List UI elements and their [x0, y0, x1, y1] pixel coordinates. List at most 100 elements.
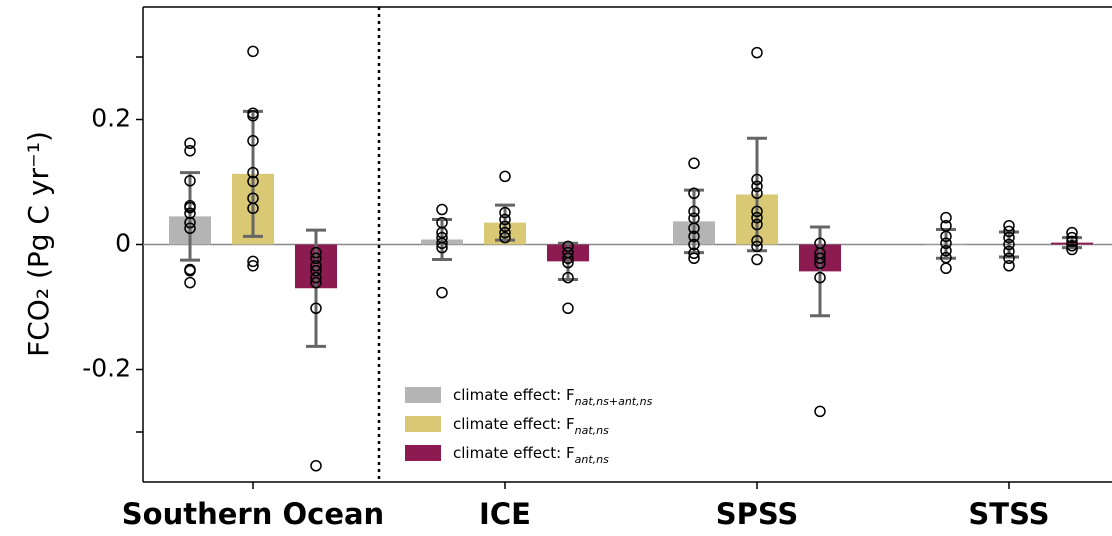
sample-point — [688, 157, 700, 169]
sample-point — [814, 252, 826, 264]
sample-point — [751, 218, 763, 231]
sample-point — [310, 260, 322, 272]
sample-point — [562, 271, 574, 284]
sample-point — [1066, 226, 1078, 239]
sample-point — [688, 187, 700, 199]
legend-swatch — [405, 387, 441, 403]
sample-point — [1003, 238, 1015, 251]
sample-point — [184, 276, 196, 289]
sample-point — [247, 135, 259, 147]
error-bar — [810, 225, 830, 318]
sample-point — [1003, 252, 1015, 264]
sample-point — [562, 252, 574, 264]
legend-label: climate effect: Fant,ns — [453, 444, 609, 466]
sample-point — [310, 271, 322, 284]
sample-point — [310, 276, 322, 289]
error-bar — [495, 203, 515, 242]
sample-point — [940, 262, 952, 274]
sample-point — [436, 286, 448, 299]
sample-point — [499, 206, 511, 219]
sample-point — [688, 230, 700, 243]
sample-point — [247, 175, 259, 188]
sample-point — [688, 205, 700, 218]
sample-point — [310, 246, 322, 259]
error-bar — [936, 228, 956, 260]
sample-point — [688, 222, 700, 234]
sample-point — [184, 175, 196, 187]
sample-point — [247, 202, 259, 214]
sample-point — [499, 213, 511, 226]
y-axis-label: FCO₂ (Pg C yr⁻¹) — [22, 131, 55, 357]
legend-label: climate effect: Fnat,ns+ant,ns — [453, 386, 653, 408]
sample-point — [751, 46, 763, 59]
sample-point — [562, 302, 574, 314]
sample-point — [310, 265, 322, 277]
sample-point — [310, 460, 322, 472]
sample-point — [940, 237, 952, 249]
legend-swatch — [405, 416, 441, 432]
sample-point — [184, 222, 196, 234]
sample-point — [247, 260, 259, 272]
sample-point — [247, 110, 259, 122]
sample-point — [184, 145, 196, 157]
error-bar — [558, 241, 578, 281]
sample-point — [751, 235, 763, 247]
sample-point — [499, 220, 511, 233]
sample-point — [436, 203, 448, 216]
sample-point — [247, 45, 259, 58]
sample-point — [814, 257, 826, 269]
sample-point — [1003, 245, 1015, 258]
sample-point — [247, 255, 259, 268]
sample-point — [751, 173, 763, 186]
sample-point — [1003, 231, 1015, 244]
sample-point — [1066, 235, 1078, 248]
legend-name: climate effect: F — [453, 415, 575, 433]
sample-point — [688, 247, 700, 259]
legend-label: climate effect: Fnat,ns — [453, 415, 609, 437]
x-tick-label: STSS — [968, 497, 1049, 531]
legend-name: climate effect: F — [453, 444, 575, 462]
legend-subscript: nat,ns — [575, 424, 609, 437]
sample-point — [310, 302, 322, 314]
sample-point — [1003, 225, 1015, 238]
sample-point — [1066, 243, 1078, 256]
sample-point — [1003, 260, 1015, 272]
sample-point — [499, 231, 511, 244]
sample-point — [184, 265, 196, 277]
sample-point — [562, 256, 574, 269]
sample-point — [1066, 231, 1078, 244]
sample-point — [184, 137, 196, 149]
x-tick-label: Southern Ocean — [122, 497, 384, 531]
sample-point — [688, 252, 700, 264]
sample-point — [751, 240, 763, 253]
sample-point — [562, 240, 574, 253]
sample-point — [436, 241, 448, 254]
x-tick-label: SPSS — [716, 497, 799, 531]
sample-point — [940, 211, 952, 224]
sample-point — [814, 271, 826, 284]
sample-point — [1003, 220, 1015, 232]
x-tick-label: ICE — [479, 497, 531, 531]
y-tick-label: 0.2 — [91, 104, 131, 133]
legend-swatch — [405, 445, 441, 461]
sample-point — [184, 201, 196, 214]
legend-subscript: nat,ns+ant,ns — [575, 395, 653, 408]
sample-point — [247, 166, 259, 179]
sample-point — [940, 245, 952, 257]
sample-point — [688, 238, 700, 251]
y-tick-label: -0.2 — [82, 354, 131, 383]
sample-point — [751, 253, 763, 266]
sample-point — [940, 230, 952, 243]
sample-point — [436, 237, 448, 249]
legend-subscript: ant,ns — [575, 453, 609, 466]
y-tick-label: 0 — [115, 229, 131, 258]
error-bar — [180, 171, 200, 262]
sample-point — [184, 216, 196, 229]
sample-point — [751, 187, 763, 199]
sample-point — [499, 226, 511, 239]
sample-point — [751, 180, 763, 193]
legend-name: climate effect: F — [453, 386, 575, 404]
sample-point — [1066, 240, 1078, 252]
sample-point — [751, 211, 763, 224]
